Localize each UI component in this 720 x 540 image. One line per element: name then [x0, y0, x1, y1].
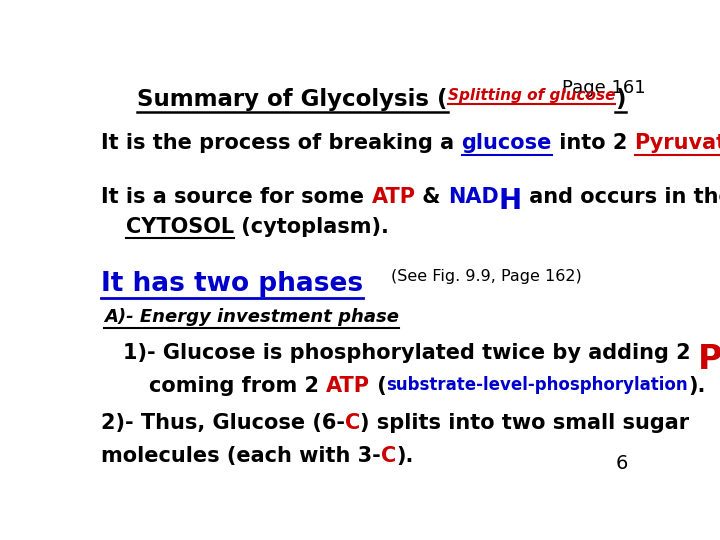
Text: P: P	[698, 343, 720, 376]
Text: 1)- Glucose is phosphorylated twice by adding 2: 1)- Glucose is phosphorylated twice by a…	[124, 343, 698, 363]
Text: C: C	[345, 413, 361, 433]
Text: (: (	[370, 376, 387, 396]
Text: Splitting of glucose: Splitting of glucose	[448, 87, 616, 103]
Text: It is the process of breaking a: It is the process of breaking a	[101, 133, 462, 153]
Text: into 2: into 2	[552, 133, 634, 153]
Text: ).: ).	[688, 376, 706, 396]
Text: ): )	[616, 87, 626, 111]
Text: Summary of Glycolysis (: Summary of Glycolysis (	[138, 87, 448, 111]
Text: ).: ).	[396, 446, 413, 466]
Text: and occurs in the: and occurs in the	[522, 187, 720, 207]
Text: Page 161: Page 161	[562, 79, 645, 97]
Text: C: C	[381, 446, 396, 466]
Text: molecules (each with 3-: molecules (each with 3-	[101, 446, 381, 466]
Text: substrate-level-phosphorylation: substrate-level-phosphorylation	[387, 376, 688, 394]
Text: &: &	[415, 187, 448, 207]
Text: Pyruvate.: Pyruvate.	[634, 133, 720, 153]
Text: ATP: ATP	[372, 187, 415, 207]
Text: ATP: ATP	[326, 376, 370, 396]
Text: 6: 6	[616, 454, 629, 473]
Text: (See Fig. 9.9, Page 162): (See Fig. 9.9, Page 162)	[391, 268, 582, 284]
Text: It has two phases: It has two phases	[101, 271, 364, 296]
Text: ) splits into two small sugar: ) splits into two small sugar	[361, 413, 690, 433]
Text: A)- Energy investment phase: A)- Energy investment phase	[104, 308, 399, 326]
Text: NAD: NAD	[448, 187, 499, 207]
Text: It is a source for some: It is a source for some	[101, 187, 372, 207]
Text: glucose: glucose	[462, 133, 552, 153]
Text: H: H	[499, 187, 522, 215]
Text: coming from 2: coming from 2	[148, 376, 326, 396]
Text: CYTOSOL: CYTOSOL	[126, 217, 235, 237]
Text: 2)- Thus, Glucose (6-: 2)- Thus, Glucose (6-	[101, 413, 345, 433]
Text: (cytoplasm).: (cytoplasm).	[235, 217, 390, 237]
